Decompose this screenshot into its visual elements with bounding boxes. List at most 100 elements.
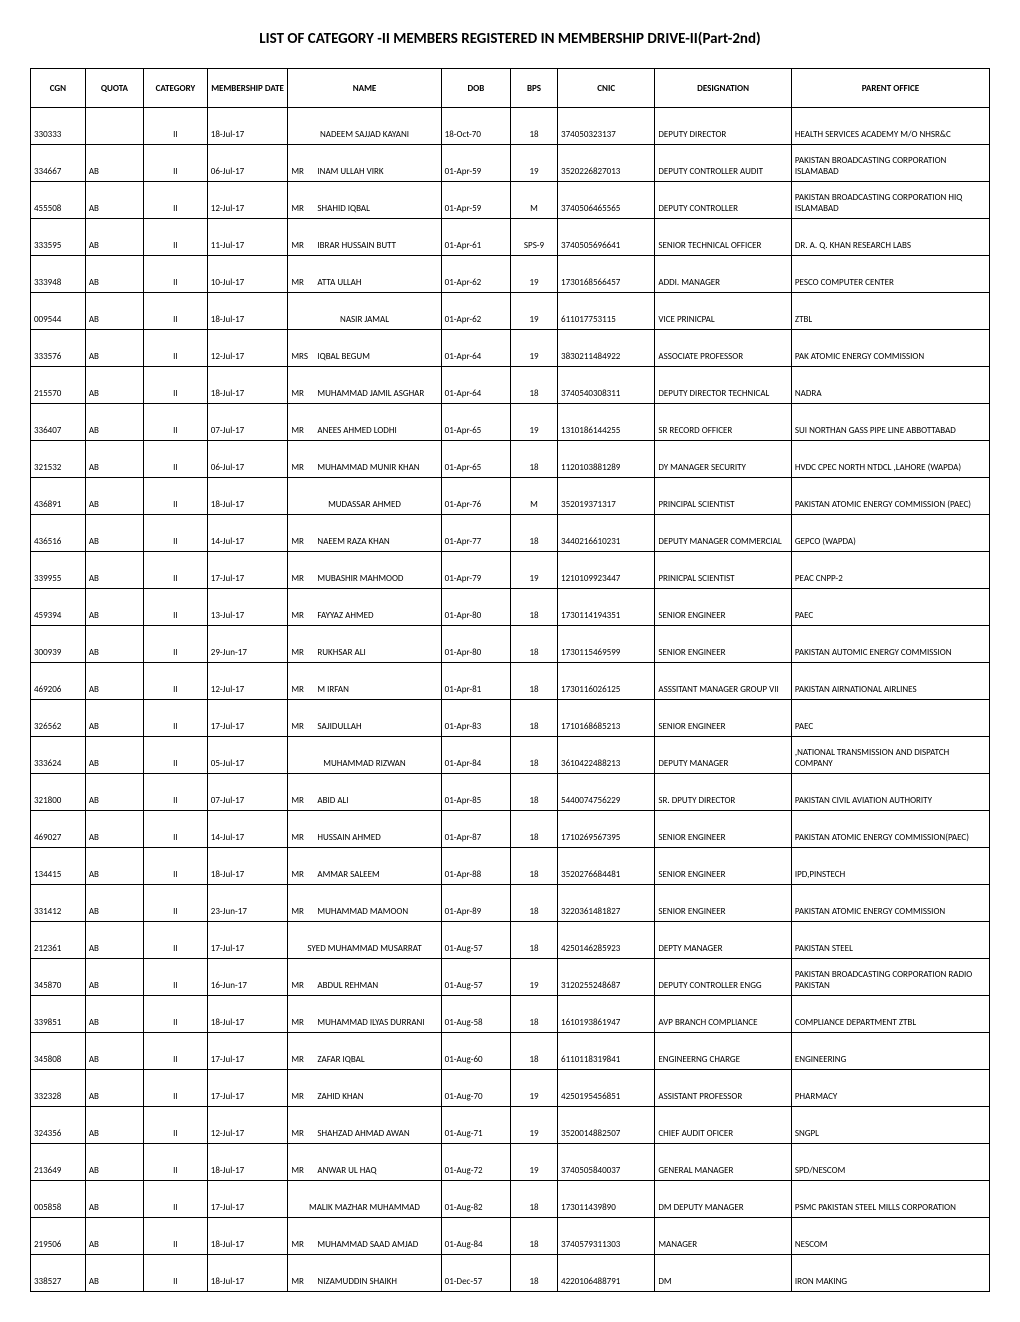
table-row: 339851ABII18-Jul-17MR MUHAMMAD ILYAS DUR… — [31, 996, 990, 1033]
cell-quota: AB — [85, 848, 143, 885]
cell-dob: 01-Apr-84 — [441, 737, 510, 774]
cell-cnic: 4250195456851 — [558, 1070, 655, 1107]
cell-cnic: 6110118319841 — [558, 1033, 655, 1070]
cell-cgn: 333948 — [31, 256, 86, 293]
person-name: MUBASHIR MAHMOOD — [315, 573, 403, 584]
cell-designation: GENERAL MANAGER — [655, 1144, 792, 1181]
cell-cgn: 321532 — [31, 441, 86, 478]
table-body: 330333II18-Jul-17NADEEM SAJJAD KAYANI18-… — [31, 108, 990, 1292]
cell-parent: PSMC PAKISTAN STEEL MILLS CORPORATION — [791, 1181, 989, 1218]
person-name: MUHAMMAD MUNIR KHAN — [315, 462, 419, 473]
cell-parent: PHARMACY — [791, 1070, 989, 1107]
cell-designation: DEPUTY DIRECTOR TECHNICAL — [655, 367, 792, 404]
cell-cgn: 009544 — [31, 293, 86, 330]
cell-dob: 01-Apr-65 — [441, 441, 510, 478]
table-row: 345808ABII17-Jul-17MR ZAFAR IQBAL01-Aug-… — [31, 1033, 990, 1070]
person-name: IQBAL BEGUM — [315, 351, 370, 362]
cell-parent: NESCOM — [791, 1218, 989, 1255]
cell-category: II — [144, 478, 208, 515]
cell-category: II — [144, 182, 208, 219]
cell-date: 11-Jul-17 — [207, 219, 288, 256]
honorific: MR — [291, 573, 315, 584]
cell-cgn: 134415 — [31, 848, 86, 885]
cell-designation: AVP BRANCH COMPLIANCE — [655, 996, 792, 1033]
cell-name: MR ZAFAR IQBAL — [288, 1033, 441, 1070]
cell-bps: 18 — [511, 108, 558, 145]
cell-category: II — [144, 959, 208, 996]
cell-dob: 01-Apr-81 — [441, 663, 510, 700]
cell-parent: PAKISTAN BROADCASTING CORPORATION HIQ IS… — [791, 182, 989, 219]
cell-cgn: 213649 — [31, 1144, 86, 1181]
header-cnic: CNIC — [558, 69, 655, 108]
cell-quota: AB — [85, 182, 143, 219]
person-name: NAEEM RAZA KHAN — [315, 536, 389, 547]
cell-cnic: 611017753115 — [558, 293, 655, 330]
cell-cgn: 212361 — [31, 922, 86, 959]
cell-parent: GEPCO (WAPDA) — [791, 515, 989, 552]
cell-quota: AB — [85, 1181, 143, 1218]
person-name: HUSSAIN AHMED — [315, 832, 380, 843]
cell-parent: ZTBL — [791, 293, 989, 330]
table-row: 300939ABII29-Jun-17MR RUKHSAR ALI01-Apr-… — [31, 626, 990, 663]
cell-parent: DR. A. Q. KHAN RESEARCH LABS — [791, 219, 989, 256]
cell-bps: 18 — [511, 774, 558, 811]
cell-quota: AB — [85, 219, 143, 256]
cell-dob: 01-Aug-82 — [441, 1181, 510, 1218]
honorific: MR — [291, 1239, 315, 1250]
cell-quota: AB — [85, 1144, 143, 1181]
cell-date: 17-Jul-17 — [207, 1070, 288, 1107]
honorific: MR — [291, 906, 315, 917]
cell-name: MR RUKHSAR ALI — [288, 626, 441, 663]
cell-cnic: 3740579311303 — [558, 1218, 655, 1255]
cell-cgn: 469206 — [31, 663, 86, 700]
table-row: 455508ABII12-Jul-17MR SHAHID IQBAL01-Apr… — [31, 182, 990, 219]
cell-cnic: 1730116026125 — [558, 663, 655, 700]
cell-date: 17-Jul-17 — [207, 922, 288, 959]
cell-category: II — [144, 1218, 208, 1255]
cell-bps: 18 — [511, 1255, 558, 1292]
cell-designation: ASSISTANT PROFESSOR — [655, 1070, 792, 1107]
cell-name: MALIK MAZHAR MUHAMMAD — [288, 1181, 441, 1218]
cell-category: II — [144, 885, 208, 922]
cell-bps: 18 — [511, 885, 558, 922]
cell-name: MRS IQBAL BEGUM — [288, 330, 441, 367]
cell-category: II — [144, 811, 208, 848]
cell-date: 12-Jul-17 — [207, 663, 288, 700]
cell-name: NADEEM SAJJAD KAYANI — [288, 108, 441, 145]
cell-cgn: 339955 — [31, 552, 86, 589]
cell-dob: 01-Apr-76 — [441, 478, 510, 515]
header-designation: DESIGNATION — [655, 69, 792, 108]
cell-cnic: 3610422488213 — [558, 737, 655, 774]
table-row: 338527ABII18-Jul-17MR NIZAMUDDIN SHAIKH0… — [31, 1255, 990, 1292]
cell-date: 06-Jul-17 — [207, 145, 288, 182]
cell-parent: PAEC — [791, 589, 989, 626]
cell-designation: CHIEF AUDIT OFICER — [655, 1107, 792, 1144]
cell-dob: 01-Aug-71 — [441, 1107, 510, 1144]
cell-bps: 19 — [511, 256, 558, 293]
person-name: ATTA ULLAH — [315, 277, 361, 288]
cell-category: II — [144, 108, 208, 145]
cell-designation: SR RECORD OFFICER — [655, 404, 792, 441]
table-row: 212361ABII17-Jul-17SYED MUHAMMAD MUSARRA… — [31, 922, 990, 959]
cell-quota: AB — [85, 885, 143, 922]
cell-dob: 01-Apr-83 — [441, 700, 510, 737]
honorific: MR — [291, 1091, 315, 1102]
cell-bps: M — [511, 182, 558, 219]
cell-quota — [85, 108, 143, 145]
cell-date: 13-Jul-17 — [207, 589, 288, 626]
cell-name: MR M IRFAN — [288, 663, 441, 700]
person-name: M IRFAN — [315, 684, 349, 695]
honorific: MR — [291, 203, 315, 214]
cell-dob: 01-Apr-88 — [441, 848, 510, 885]
cell-dob: 01-Aug-58 — [441, 996, 510, 1033]
cell-cnic: 1730168566457 — [558, 256, 655, 293]
person-name: MUHAMMAD MAMOON — [315, 906, 408, 917]
person-name: RUKHSAR ALI — [315, 647, 365, 658]
cell-bps: 18 — [511, 737, 558, 774]
honorific: MR — [291, 795, 315, 806]
table-row: 333576ABII12-Jul-17MRS IQBAL BEGUM01-Apr… — [31, 330, 990, 367]
cell-category: II — [144, 1033, 208, 1070]
page-title: LIST OF CATEGORY -II MEMBERS REGISTERED … — [30, 30, 990, 48]
honorific: MR — [291, 1128, 315, 1139]
cell-dob: 01-Apr-62 — [441, 256, 510, 293]
